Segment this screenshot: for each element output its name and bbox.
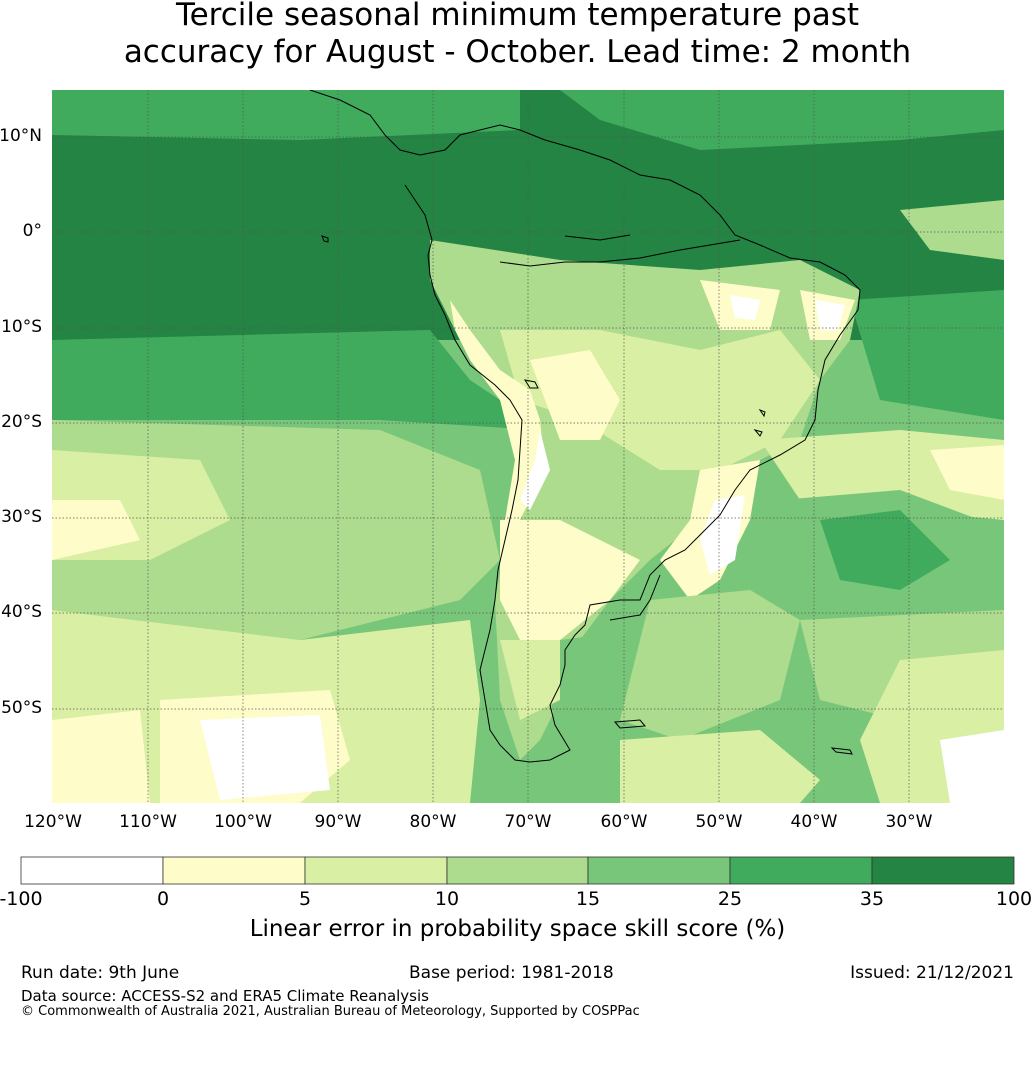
lat-label-0: 0° bbox=[22, 221, 42, 241]
lon-label-40w: 40°W bbox=[790, 812, 838, 832]
data-source: Data source: ACCESS-S2 and ERA5 Climate … bbox=[21, 987, 429, 1005]
colorbar-bin-2 bbox=[162, 856, 306, 885]
map-title-line-2: accuracy for August - October. Lead time… bbox=[123, 34, 912, 70]
colorbar-label: Linear error in probability space skill … bbox=[249, 916, 786, 942]
lat-label-10n: 10°N bbox=[0, 126, 42, 146]
colorbar-tick: 100 bbox=[995, 888, 1033, 910]
colorbar-bin-6 bbox=[729, 856, 873, 885]
lat-label-30s: 30°S bbox=[1, 507, 42, 527]
map-title-line-1: Tercile seasonal minimum temperature pas… bbox=[175, 0, 860, 33]
map-fill-layer bbox=[52, 90, 1004, 803]
colorbar-tick: 15 bbox=[575, 888, 601, 910]
colorbar-bin-3 bbox=[304, 856, 448, 885]
colorbar-tick: 5 bbox=[298, 888, 312, 910]
coastline bbox=[309, 90, 861, 763]
issued-date: Issued: 21/12/2021 bbox=[850, 963, 1014, 983]
colorbar-tick: -100 bbox=[0, 888, 43, 910]
lat-label-40s: 40°S bbox=[1, 602, 42, 622]
lon-label-90w: 90°W bbox=[314, 812, 362, 832]
colorbar-tick: 10 bbox=[434, 888, 460, 910]
run-date: Run date: 9th June bbox=[21, 963, 180, 983]
lon-label-70w: 70°W bbox=[504, 812, 552, 832]
lat-label-10s: 10°S bbox=[1, 317, 42, 337]
colorbar-bin-7 bbox=[871, 856, 1015, 885]
colorbar-bin-5 bbox=[587, 856, 731, 885]
colorbar-tick: 35 bbox=[859, 888, 885, 910]
colorbar-tick: 25 bbox=[717, 888, 743, 910]
lat-label-50s: 50°S bbox=[1, 698, 42, 718]
colorbar-bin-4 bbox=[446, 856, 589, 885]
copyright: © Commonwealth of Australia 2021, Austra… bbox=[21, 1004, 640, 1019]
lon-label-120w: 120°W bbox=[24, 812, 82, 832]
colorbar bbox=[20, 856, 1015, 885]
lon-label-50w: 50°W bbox=[695, 812, 743, 832]
lon-label-80w: 80°W bbox=[409, 812, 457, 832]
lon-label-60w: 60°W bbox=[600, 812, 648, 832]
base-period: Base period: 1981-2018 bbox=[409, 963, 614, 983]
colorbar-tick: 0 bbox=[156, 888, 170, 910]
lon-label-110w: 110°W bbox=[119, 812, 177, 832]
lat-label-20s: 20°S bbox=[1, 412, 42, 432]
graticule bbox=[52, 90, 1004, 803]
lon-label-100w: 100°W bbox=[214, 812, 272, 832]
colorbar-bin-1 bbox=[20, 856, 164, 885]
lon-label-30w: 30°W bbox=[885, 812, 933, 832]
